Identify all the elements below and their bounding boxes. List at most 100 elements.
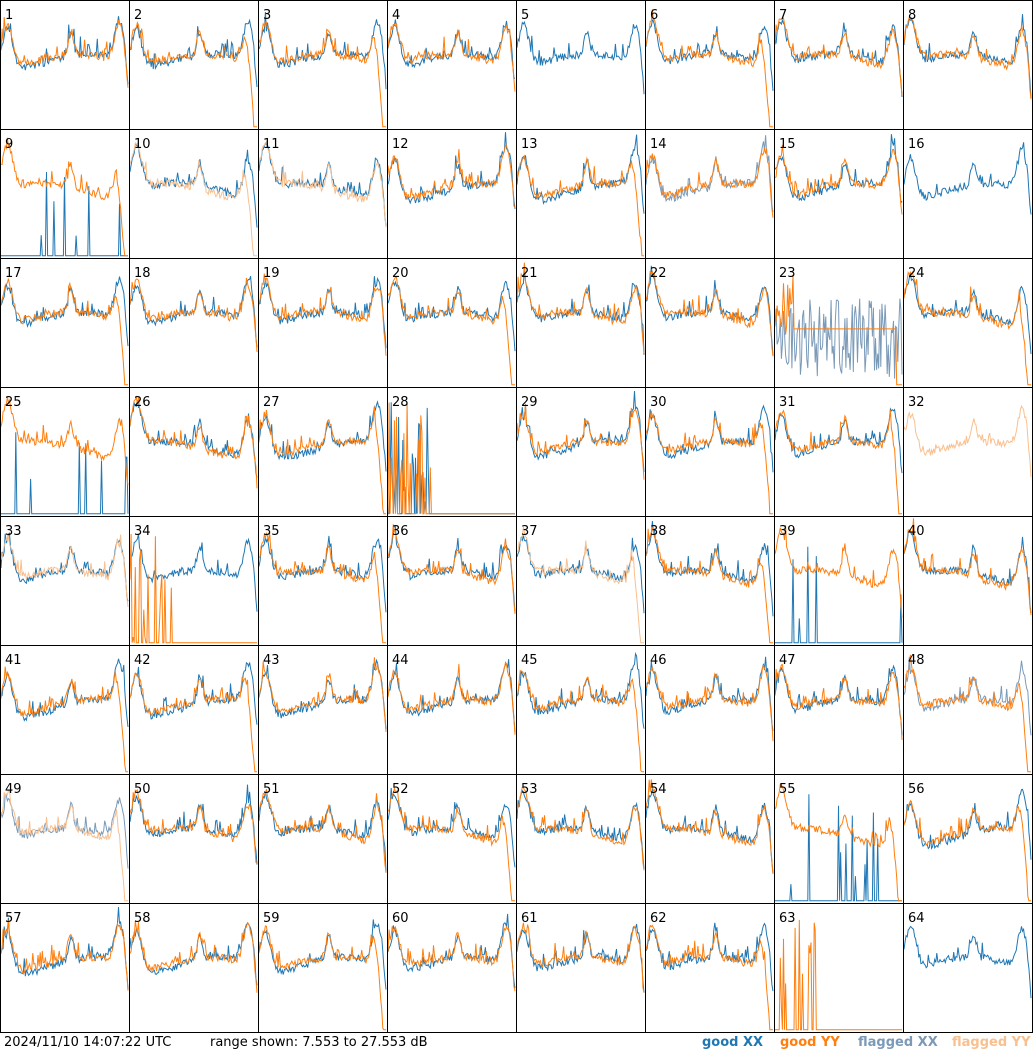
trace-xx-47 xyxy=(774,664,903,736)
tile-53: 53 xyxy=(516,774,646,904)
trace-yy-48 xyxy=(903,654,1031,773)
trace-xx-40 xyxy=(903,530,1032,614)
trace-xx-34 xyxy=(129,533,258,612)
tile-label: 57 xyxy=(5,911,22,926)
tile-51: 51 xyxy=(258,774,388,904)
tile-57: 57 xyxy=(0,903,130,1033)
tile-label: 45 xyxy=(521,653,538,668)
legend-good-yy: good YY xyxy=(780,1035,840,1050)
trace-yy-57 xyxy=(0,920,129,991)
tile-label: 52 xyxy=(392,782,409,797)
trace-xx-43 xyxy=(258,658,387,730)
trace-yy-14 xyxy=(645,148,774,218)
tile-19: 19 xyxy=(258,258,388,388)
tile-18: 18 xyxy=(129,258,259,388)
trace-yy-25 xyxy=(0,396,129,486)
trace-yy-54 xyxy=(645,779,774,874)
tile-13: 13 xyxy=(516,129,646,259)
trace-xx-2 xyxy=(129,18,258,88)
trace-yy-56 xyxy=(903,799,1031,902)
tile-37: 37 xyxy=(516,516,646,646)
tile-41: 41 xyxy=(0,645,130,775)
tile-33: 33 xyxy=(0,516,130,646)
trace-yy-22 xyxy=(645,270,774,357)
tile-label: 36 xyxy=(392,524,409,539)
tile-label: 64 xyxy=(908,911,925,926)
tile-22: 22 xyxy=(645,258,775,388)
tile-16: 16 xyxy=(903,129,1033,259)
tile-label: 9 xyxy=(5,137,13,152)
trace-xx-1 xyxy=(0,16,129,85)
tile-44: 44 xyxy=(387,645,517,775)
trace-yy-31 xyxy=(774,409,902,515)
tile-label: 21 xyxy=(521,266,538,281)
tile-36: 36 xyxy=(387,516,517,646)
trace-yy-39 xyxy=(774,525,903,618)
tile-label: 53 xyxy=(521,782,538,797)
tile-label: 8 xyxy=(908,8,916,23)
tile-label: 51 xyxy=(263,782,280,797)
tile-label: 63 xyxy=(779,911,796,926)
tile-45: 45 xyxy=(516,645,646,775)
tile-label: 18 xyxy=(134,266,151,281)
tile-59: 59 xyxy=(258,903,388,1033)
trace-yy-17 xyxy=(0,278,128,386)
tile-15: 15 xyxy=(774,129,904,259)
trace-xx-61 xyxy=(516,923,645,993)
trace-xx-56 xyxy=(903,788,1032,860)
tile-label: 50 xyxy=(134,782,151,797)
tile-label: 49 xyxy=(5,782,22,797)
tile-43: 43 xyxy=(258,645,388,775)
trace-yy-23 xyxy=(774,274,902,386)
tile-label: 60 xyxy=(392,911,409,926)
tile-label: 19 xyxy=(263,266,280,281)
trace-yy-1 xyxy=(0,17,129,88)
tile-64: 64 xyxy=(903,903,1033,1033)
trace-yy-34 xyxy=(129,533,257,644)
trace-yy-9 xyxy=(0,137,128,257)
tile-label: 47 xyxy=(779,653,796,668)
trace-yy-61 xyxy=(516,922,645,993)
trace-yy-40 xyxy=(903,518,1032,615)
trace-xx-13 xyxy=(516,134,645,214)
tile-label: 40 xyxy=(908,524,925,539)
trace-xx-44 xyxy=(387,659,516,733)
tile-11: 11 xyxy=(258,129,388,259)
tile-label: 32 xyxy=(908,395,925,410)
trace-yy-11 xyxy=(258,140,387,228)
trace-yy-41 xyxy=(0,666,128,773)
tile-29: 29 xyxy=(516,387,646,517)
tile-27: 27 xyxy=(258,387,388,517)
tile-frame-8 xyxy=(903,0,1033,130)
tile-label: 17 xyxy=(5,266,22,281)
trace-xx-11 xyxy=(258,142,387,227)
tile-label: 11 xyxy=(263,137,280,152)
tile-label: 12 xyxy=(392,137,409,152)
tile-label: 55 xyxy=(779,782,796,797)
trace-xx-59 xyxy=(258,919,387,990)
trace-yy-55 xyxy=(774,783,902,902)
tile-label: 48 xyxy=(908,653,925,668)
tile-39: 39 xyxy=(774,516,904,646)
trace-yy-47 xyxy=(774,663,903,740)
tile-label: 3 xyxy=(263,8,271,23)
tile-62: 62 xyxy=(645,903,775,1033)
tile-frame-7 xyxy=(774,0,904,130)
tile-23: 23 xyxy=(774,258,904,388)
trace-xx-42 xyxy=(129,661,258,725)
tile-label: 26 xyxy=(134,395,151,410)
tile-label: 28 xyxy=(392,395,409,410)
legend-flagged-xx: flagged XX xyxy=(858,1035,938,1050)
trace-yy-6 xyxy=(645,9,773,128)
trace-xx-57 xyxy=(0,906,129,990)
tile-label: 14 xyxy=(650,137,667,152)
trace-yy-26 xyxy=(129,395,258,489)
trace-yy-15 xyxy=(774,144,903,215)
tile-label: 58 xyxy=(134,911,151,926)
tile-frame-4 xyxy=(387,0,517,130)
tile-50: 50 xyxy=(129,774,259,904)
trace-yy-38 xyxy=(645,525,773,644)
trace-xx-16 xyxy=(903,142,1032,215)
tile-5: 5 xyxy=(516,0,646,130)
tile-63: 63 xyxy=(774,903,904,1033)
